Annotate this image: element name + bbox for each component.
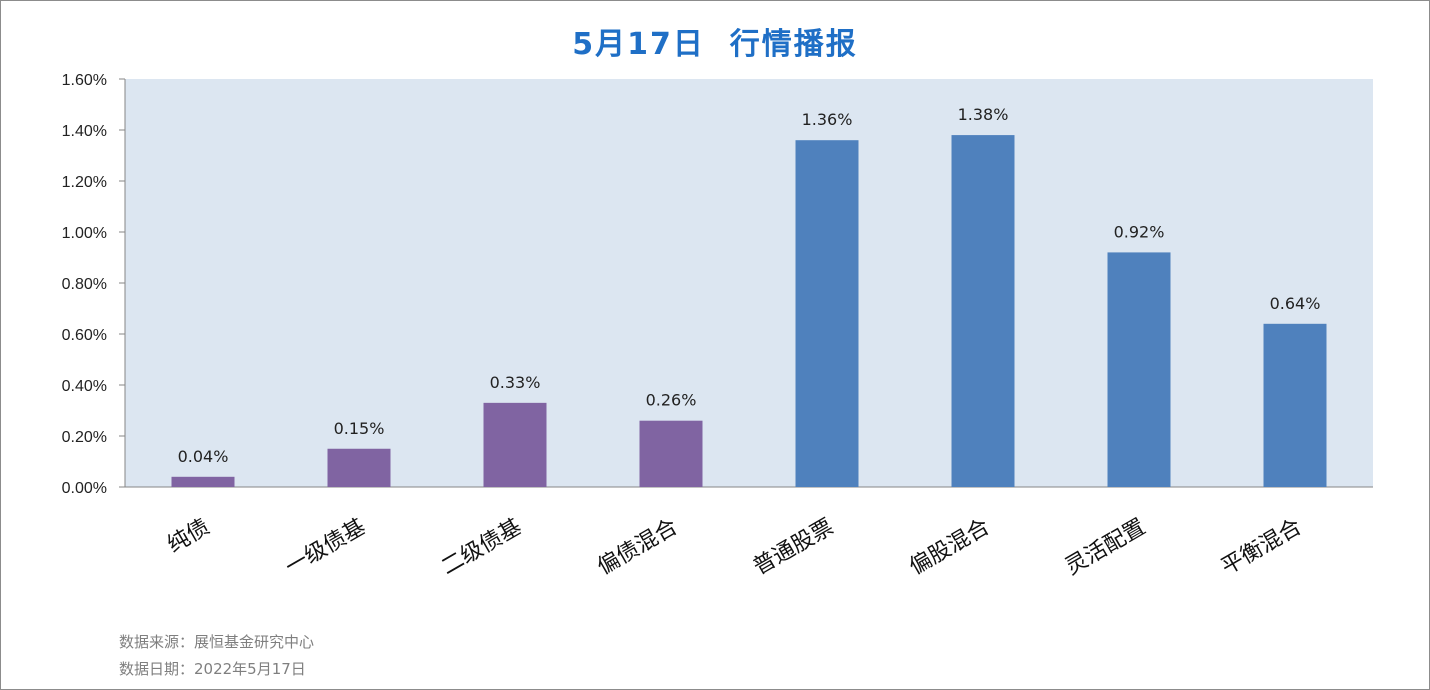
bar xyxy=(951,135,1015,487)
data-label: 0.64% xyxy=(1270,294,1321,313)
y-tick-label: 0.60% xyxy=(62,327,107,344)
y-axis: 0.00% 0.20% 0.40% 0.60% 0.80% 1.00% 1.20% 1.40%… xyxy=(62,72,1373,497)
bar xyxy=(327,448,391,487)
y-tick-label: 1.40% xyxy=(62,123,107,140)
plot-area xyxy=(125,79,1373,487)
y-tick-label: 0.00% xyxy=(62,480,107,497)
chart-title: 5月17日 行情播报 xyxy=(572,27,858,62)
data-label: 0.26% xyxy=(646,391,697,410)
x-tick-label: 普通股票 xyxy=(749,515,838,581)
y-tick-label: 1.20% xyxy=(62,174,107,191)
y-tick-label: 0.80% xyxy=(62,276,107,293)
bar xyxy=(1263,323,1327,487)
data-source-note: 数据来源：展恒基金研究中心 xyxy=(119,633,315,651)
x-tick-label: 二级债基 xyxy=(437,515,526,581)
bar xyxy=(795,140,859,487)
y-tick-label: 0.40% xyxy=(62,378,107,395)
bars xyxy=(171,135,1327,487)
x-tick-label: 灵活配置 xyxy=(1061,515,1150,581)
x-axis: 纯债 一级债基 二级债基 偏债混合 普通股票 偏股混合 灵活配置 平衡混合 xyxy=(163,515,1306,581)
data-label: 0.15% xyxy=(334,419,385,438)
bar xyxy=(171,476,235,487)
data-label: 0.33% xyxy=(490,373,541,392)
x-tick-label: 平衡混合 xyxy=(1217,515,1306,581)
bar xyxy=(483,402,547,487)
data-label: 0.92% xyxy=(1114,222,1165,241)
data-label: 1.36% xyxy=(802,110,853,129)
y-tick-label: 1.60% xyxy=(62,72,107,89)
data-label: 1.38% xyxy=(958,105,1009,124)
y-tick-label: 0.20% xyxy=(62,429,107,446)
x-tick-label: 偏股混合 xyxy=(905,515,994,581)
data-label: 0.04% xyxy=(178,447,229,466)
bar xyxy=(1107,252,1171,487)
value-labels: 0.04% 0.15% 0.33% 0.26% 1.36% 1.38% 0.92% 0.64% xyxy=(178,105,1321,466)
data-date-note: 数据日期：2022年5月17日 xyxy=(119,660,306,678)
x-tick-label: 偏债混合 xyxy=(593,515,682,581)
bar-chart: 0.00% 0.20% 0.40% 0.60% 0.80% 1.00% 1.20% 1.40%… xyxy=(62,72,1373,581)
y-tick-label: 1.00% xyxy=(62,225,107,242)
x-tick-label: 纯债 xyxy=(163,515,214,559)
bar xyxy=(639,420,703,487)
x-tick-label: 一级债基 xyxy=(281,515,370,581)
